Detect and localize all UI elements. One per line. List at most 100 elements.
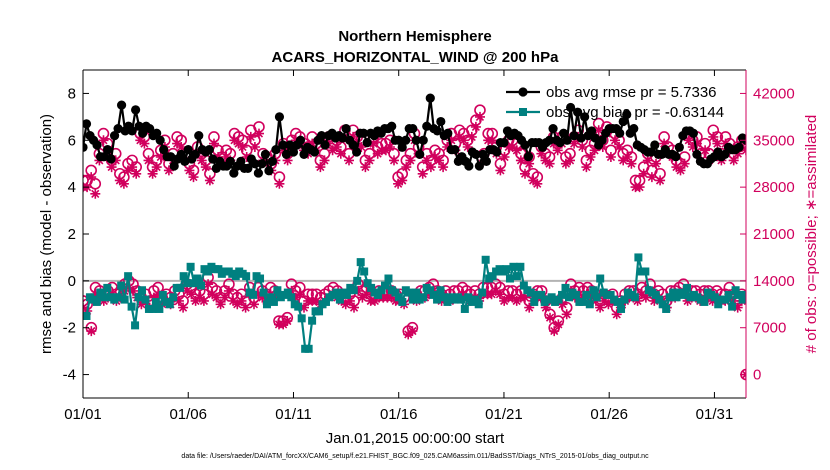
- rmse-point: [190, 149, 200, 159]
- bias-point: [186, 262, 195, 271]
- rmse-point: [183, 145, 193, 155]
- rmse-point: [138, 128, 148, 138]
- assimilated-count-point: [520, 168, 530, 179]
- rmse-point: [127, 126, 137, 136]
- y-tick-label-right: 35000: [753, 132, 795, 149]
- bias-point: [412, 288, 421, 297]
- assimilated-count-point: [691, 138, 702, 149]
- series-1: [83, 253, 746, 353]
- bias-point: [315, 307, 324, 316]
- assimilated-count-point: [147, 168, 158, 179]
- assimilated-count-point: [136, 299, 147, 310]
- bias-point: [363, 279, 372, 288]
- bias-point: [356, 258, 365, 267]
- assimilated-count-point: [369, 295, 380, 306]
- assimilated-count-point: [139, 138, 150, 149]
- bias-point: [571, 290, 580, 299]
- x-tick-label: 01/01: [64, 406, 102, 423]
- assimilated-count-point: [207, 289, 218, 300]
- rmse-point: [295, 135, 306, 145]
- rmse-point: [267, 156, 278, 166]
- bias-point: [335, 295, 344, 304]
- y-tick-label-left: 8: [68, 85, 76, 102]
- assimilated-count-point: [553, 319, 564, 330]
- bias-point: [474, 300, 483, 309]
- assimilated-count-point: [148, 292, 159, 303]
- rmse-point: [646, 147, 656, 157]
- assimilated-count-point: [438, 162, 449, 173]
- assimilated-count-point: [360, 162, 371, 173]
- rmse-point: [615, 128, 625, 138]
- assimilated-count-point: [254, 128, 264, 139]
- assimilated-count-point: [634, 182, 645, 193]
- bias-point: [197, 281, 206, 290]
- assimilated-count-point: [466, 131, 477, 142]
- rmse-point: [674, 142, 684, 152]
- assimilated-count-point: [307, 138, 318, 149]
- y-tick-label-right: 42000: [753, 85, 795, 102]
- rmse-point: [341, 123, 351, 134]
- assimilated-count-point: [560, 158, 571, 169]
- assimilated-count-point: [344, 295, 355, 306]
- assimilated-count-point: [372, 148, 383, 159]
- x-tick-label: 01/16: [380, 406, 418, 423]
- legend-bias-marker: [519, 108, 527, 116]
- y-tick-label-right: 0: [753, 367, 761, 384]
- assimilated-count-point: [143, 155, 154, 166]
- assimilated-count-point: [233, 138, 244, 149]
- bias-point: [728, 302, 737, 311]
- assimilated-count-point: [190, 295, 201, 306]
- x-tick-label: 01/06: [169, 406, 207, 423]
- assimilated-count-point: [728, 155, 739, 166]
- assimilated-count-point: [515, 155, 526, 166]
- assimilated-count-point: [458, 135, 469, 146]
- assimilated-count-point: [640, 292, 651, 303]
- rmse-point: [134, 121, 144, 131]
- bias-point: [464, 293, 473, 302]
- x-tick-label: 01/26: [590, 406, 628, 423]
- assimilated-count-point: [470, 121, 481, 132]
- assimilated-count-point: [106, 162, 117, 173]
- assimilated-count-point: [577, 142, 588, 152]
- assimilated-count-point: [511, 295, 522, 306]
- assimilated-count-point: [319, 155, 330, 166]
- assimilated-count-point: [232, 299, 243, 310]
- assimilated-count-point: [249, 142, 260, 152]
- rmse-point: [309, 147, 320, 157]
- assimilated-count-point: [357, 292, 368, 303]
- assimilated-count-point: [524, 158, 535, 169]
- bias-point: [512, 272, 521, 281]
- bias-point: [249, 290, 258, 299]
- assimilated-count-point: [278, 319, 289, 330]
- bias-point: [526, 288, 535, 297]
- assimilated-count-point: [490, 285, 501, 296]
- bias-point: [134, 293, 143, 302]
- rmse-point: [720, 149, 730, 159]
- bias-point: [735, 290, 744, 299]
- rmse-point: [99, 152, 109, 162]
- assimilated-count-point: [219, 292, 230, 303]
- assimilated-count-point: [605, 152, 616, 162]
- bias-point: [669, 288, 678, 297]
- bias-point: [391, 288, 400, 297]
- rmse-point: [499, 138, 509, 148]
- assimilated-count-point: [290, 135, 301, 146]
- assimilated-count-point: [209, 138, 219, 149]
- assimilated-count-point: [403, 329, 414, 340]
- bias-point: [505, 274, 514, 283]
- assimilated-count-point: [90, 289, 101, 300]
- assimilated-count-point: [581, 162, 592, 173]
- assimilated-count-point: [407, 326, 418, 337]
- rmse-point: [281, 149, 292, 159]
- rmse-point: [348, 140, 358, 150]
- rmse-point: [566, 102, 576, 113]
- assimilated-count-point: [327, 145, 338, 156]
- assimilated-count-point: [712, 138, 723, 149]
- bias-point: [426, 286, 435, 295]
- rmse-point: [250, 159, 260, 169]
- assimilated-count-point: [499, 152, 510, 162]
- assimilated-count-point: [507, 142, 518, 152]
- rmse-point: [113, 123, 123, 134]
- series-0: [83, 93, 746, 178]
- assimilated-count-point: [340, 299, 351, 310]
